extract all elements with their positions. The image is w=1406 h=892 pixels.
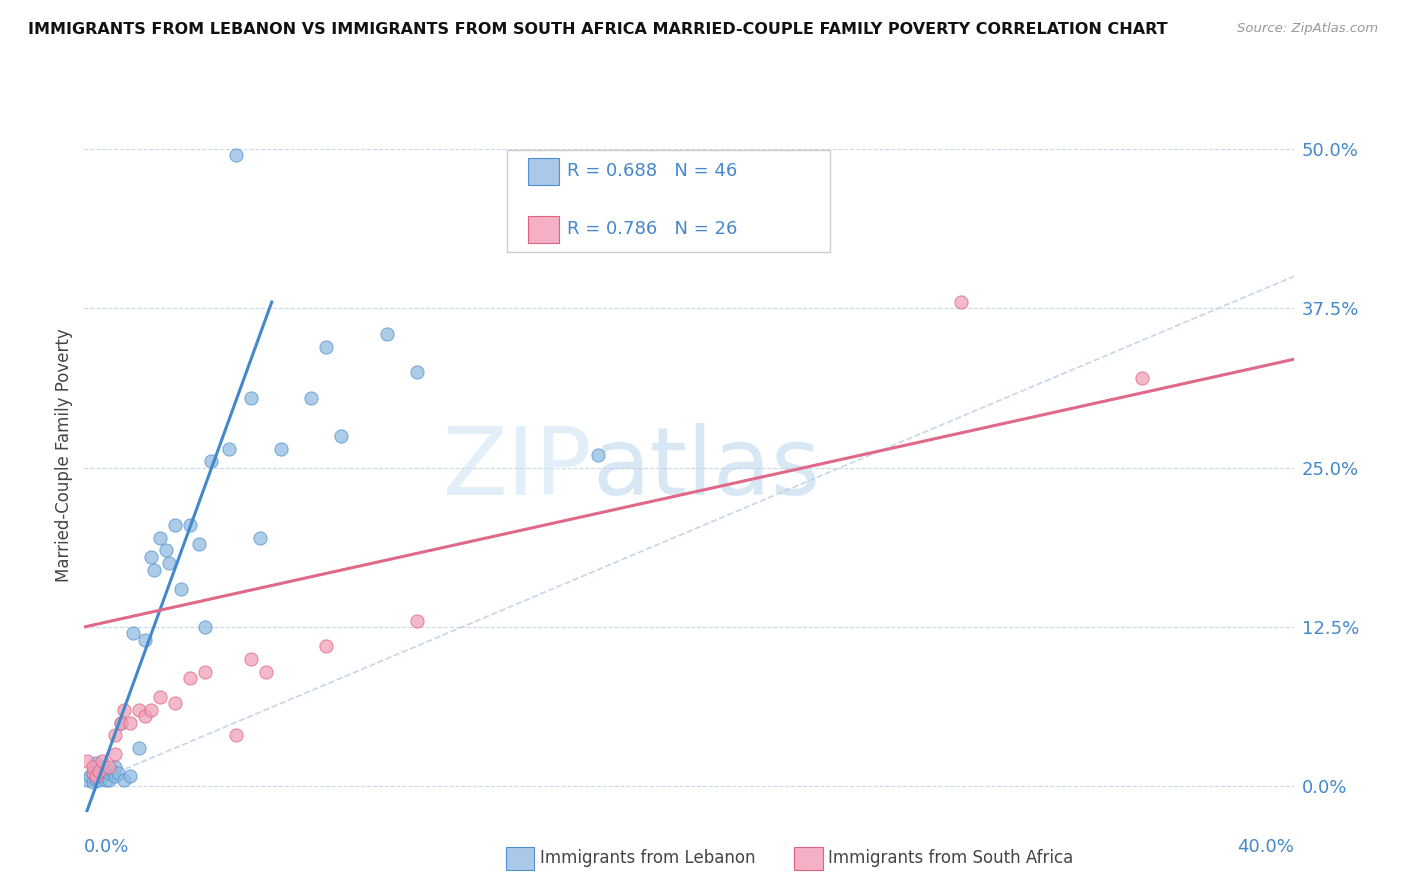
Point [375, 326, 398, 341]
Point [406, 365, 429, 379]
Point [82, 766, 104, 780]
Text: 0.0%: 0.0% [84, 838, 129, 856]
Point [179, 671, 201, 685]
Point [86, 772, 108, 787]
Point [950, 295, 973, 310]
Point [200, 454, 222, 468]
Point [97, 766, 120, 780]
Point [110, 715, 132, 730]
Point [104, 760, 127, 774]
Point [188, 537, 211, 551]
Point [134, 632, 156, 647]
Point [91, 754, 114, 768]
Point [218, 442, 240, 456]
Point [315, 639, 337, 653]
Point [86, 769, 108, 783]
Point [94, 764, 117, 778]
Text: R = 0.786   N = 26: R = 0.786 N = 26 [567, 220, 737, 238]
Point [149, 690, 172, 704]
Point [91, 760, 114, 774]
Point [104, 728, 127, 742]
Text: Immigrants from South Africa: Immigrants from South Africa [828, 849, 1073, 867]
Point [155, 543, 177, 558]
Point [149, 531, 172, 545]
Point [239, 652, 262, 666]
Point [299, 391, 322, 405]
Point [110, 715, 132, 730]
Point [97, 772, 120, 787]
Point [82, 766, 104, 780]
Point [1130, 371, 1153, 385]
Point [315, 340, 337, 354]
Point [79, 769, 101, 783]
Point [104, 769, 127, 783]
Point [94, 772, 117, 787]
Point [100, 764, 122, 778]
Point [406, 614, 429, 628]
Text: R = 0.688   N = 46: R = 0.688 N = 46 [567, 162, 737, 180]
Point [89, 772, 111, 787]
Point [112, 703, 135, 717]
Point [97, 760, 120, 774]
Point [128, 741, 150, 756]
Point [76, 772, 98, 787]
Point [91, 769, 114, 783]
Text: 40.0%: 40.0% [1237, 838, 1294, 856]
Text: Immigrants from Lebanon: Immigrants from Lebanon [540, 849, 755, 867]
Text: Source: ZipAtlas.com: Source: ZipAtlas.com [1237, 22, 1378, 36]
Point [157, 556, 180, 570]
Point [194, 620, 217, 634]
Point [118, 769, 141, 783]
Point [82, 775, 104, 789]
Point [112, 772, 135, 787]
Y-axis label: Married-Couple Family Poverty: Married-Couple Family Poverty [55, 328, 73, 582]
Point [170, 582, 193, 596]
Point [118, 715, 141, 730]
Point [128, 703, 150, 717]
Point [588, 448, 610, 462]
Text: ZIP: ZIP [443, 423, 592, 516]
Point [225, 728, 247, 742]
Point [254, 665, 277, 679]
Point [225, 148, 247, 162]
Point [194, 665, 217, 679]
Point [76, 754, 98, 768]
Point [142, 563, 165, 577]
Point [139, 703, 162, 717]
Point [104, 747, 127, 762]
Point [139, 549, 162, 564]
Point [134, 709, 156, 723]
Point [239, 391, 262, 405]
Point [330, 429, 353, 443]
Point [249, 531, 271, 545]
Text: IMMIGRANTS FROM LEBANON VS IMMIGRANTS FROM SOUTH AFRICA MARRIED-COUPLE FAMILY PO: IMMIGRANTS FROM LEBANON VS IMMIGRANTS FR… [28, 22, 1168, 37]
Point [107, 766, 129, 780]
Point [89, 764, 111, 778]
Text: atlas: atlas [592, 423, 821, 516]
Point [165, 697, 187, 711]
Point [82, 760, 104, 774]
Point [179, 518, 201, 533]
Point [165, 518, 187, 533]
Point [86, 756, 108, 771]
Point [270, 442, 292, 456]
Point [89, 766, 111, 780]
Point [121, 626, 143, 640]
